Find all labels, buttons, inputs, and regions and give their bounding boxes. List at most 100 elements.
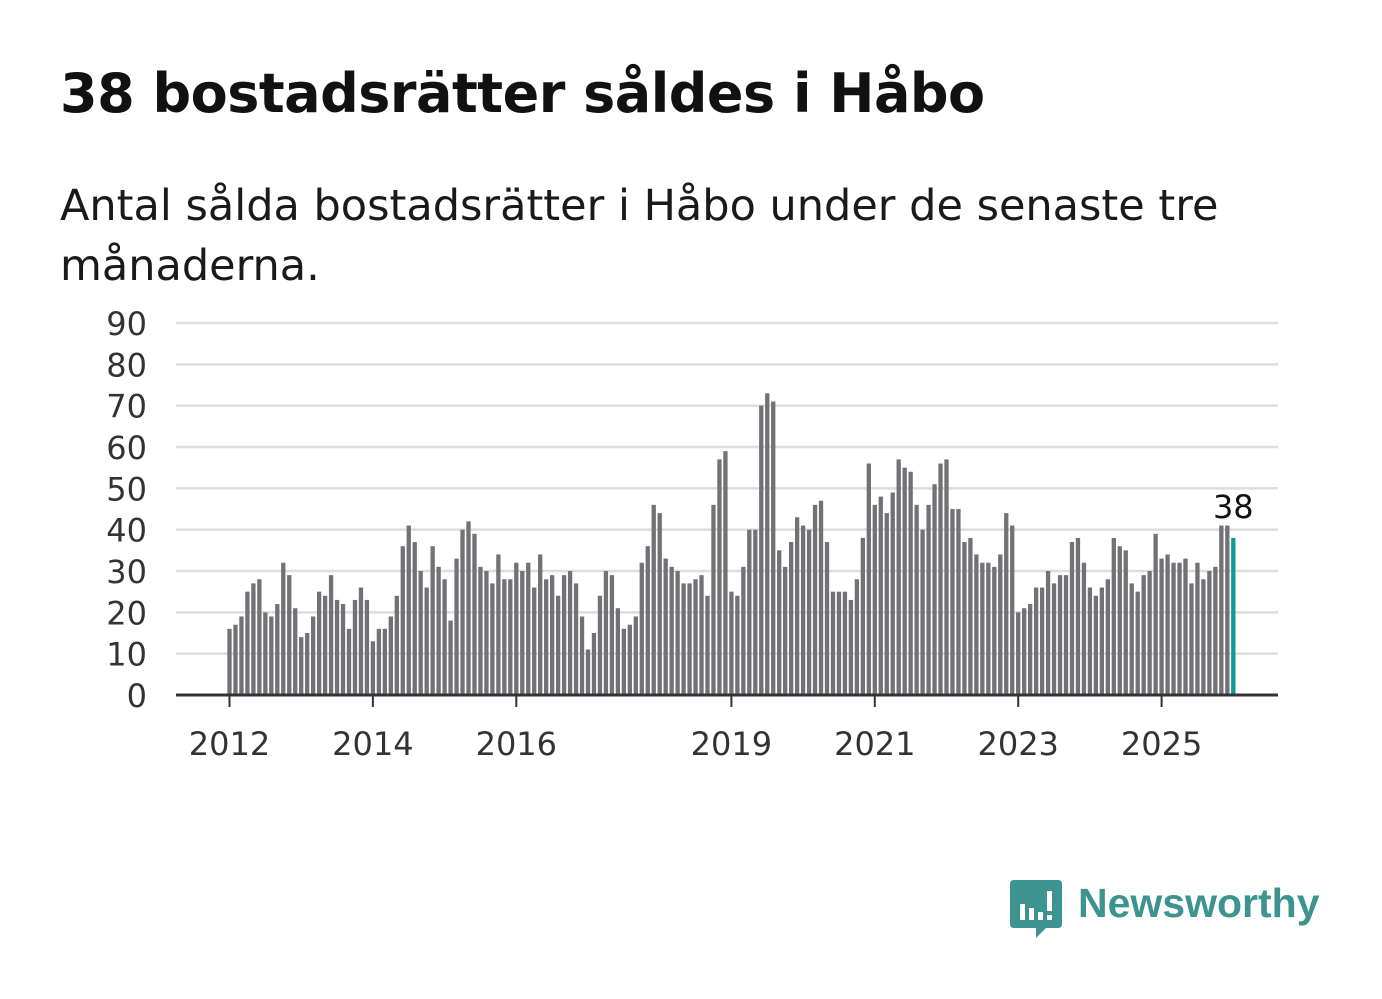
bar: [711, 504, 716, 695]
bar: [346, 628, 352, 695]
data-label: 38: [1213, 488, 1254, 526]
y-tick-label: 60: [106, 429, 147, 467]
bar: [382, 628, 387, 695]
chart-subtitle: Antal sålda bostadsrätter i Håbo under d…: [60, 181, 1219, 291]
bar: [699, 575, 704, 695]
bar: [777, 550, 782, 695]
newsworthy-chat-bars-icon: [1010, 880, 1062, 938]
bar: [723, 451, 728, 695]
bar: [358, 587, 364, 695]
bar: [1010, 525, 1015, 695]
bar: [1153, 533, 1158, 695]
bar: [514, 562, 519, 695]
bar: [950, 509, 955, 695]
bar: [908, 471, 913, 695]
bar: [627, 624, 632, 695]
bar: [1171, 562, 1176, 695]
bar: [717, 459, 722, 695]
bar: [902, 467, 907, 695]
bar: [962, 542, 967, 695]
bar: [579, 616, 585, 695]
bar: [848, 599, 854, 695]
bar: [269, 616, 274, 695]
bar: [836, 591, 842, 695]
bar: [406, 525, 411, 695]
bar: [1213, 566, 1218, 695]
bar: [938, 463, 943, 695]
x-tick-label: 2023: [977, 725, 1058, 763]
bar: [986, 562, 991, 695]
bar: [956, 509, 961, 695]
bar: [747, 529, 752, 695]
bar: [454, 558, 459, 695]
bar: [896, 459, 901, 695]
chart-title: 38 bostadsrätter såldes i Håbo: [60, 62, 985, 125]
y-tick-label: 90: [106, 305, 147, 343]
bar: [1022, 608, 1027, 695]
bar: [466, 521, 471, 695]
x-tick-label: 2021: [834, 725, 915, 763]
bar: [771, 401, 776, 695]
bar: [783, 566, 788, 695]
bar: [472, 533, 477, 695]
bar: [974, 554, 979, 695]
bar: [765, 393, 770, 695]
bar: [681, 583, 686, 695]
bar: [735, 595, 740, 695]
bar: [257, 579, 262, 695]
bar: [968, 537, 973, 695]
bar: [532, 587, 537, 695]
bar: [609, 575, 615, 695]
bar: [400, 546, 405, 695]
bar: [322, 595, 328, 695]
bar: [1141, 575, 1146, 695]
bar: [812, 504, 818, 695]
bar: [854, 579, 860, 695]
bar: [484, 571, 489, 695]
bar: [245, 591, 250, 695]
bar: [448, 620, 453, 695]
bar: [824, 542, 830, 695]
bar: [1183, 558, 1188, 695]
bar: [687, 583, 692, 695]
bar: [460, 529, 465, 695]
bar: [1045, 571, 1051, 695]
bar: [633, 616, 638, 695]
x-tick-label: 2019: [691, 725, 772, 763]
bar: [1087, 587, 1093, 695]
bar: [1075, 537, 1081, 695]
bar: [1195, 562, 1200, 695]
bar: [920, 529, 925, 695]
bar: [508, 579, 513, 695]
bar: [669, 566, 674, 695]
bar: [239, 616, 244, 695]
bar: [1159, 558, 1164, 695]
bar: [496, 554, 501, 695]
y-tick-label: 20: [106, 594, 147, 632]
bar: [573, 583, 579, 695]
bar: [305, 633, 310, 695]
bar: [890, 492, 895, 695]
bar: [227, 628, 232, 695]
bar: [818, 500, 824, 695]
bar: [1111, 537, 1116, 695]
bar: [998, 554, 1003, 695]
x-axis-ticks: 2012 2014 2016 2019 2021 2023 2025: [189, 695, 1202, 763]
x-tick-label: 2012: [189, 725, 270, 763]
bar: [872, 504, 877, 695]
bar: [293, 608, 298, 695]
bar: [334, 599, 340, 695]
bar: [1201, 579, 1206, 695]
bar: [1051, 583, 1057, 695]
bar: [478, 566, 483, 695]
bar: [1123, 550, 1128, 695]
bar: [866, 463, 871, 695]
bar: [1147, 571, 1152, 695]
bar: [789, 542, 794, 695]
bar: [585, 649, 591, 695]
y-tick-label: 50: [106, 470, 147, 508]
bar: [424, 587, 429, 695]
x-tick-label: 2014: [332, 725, 413, 763]
